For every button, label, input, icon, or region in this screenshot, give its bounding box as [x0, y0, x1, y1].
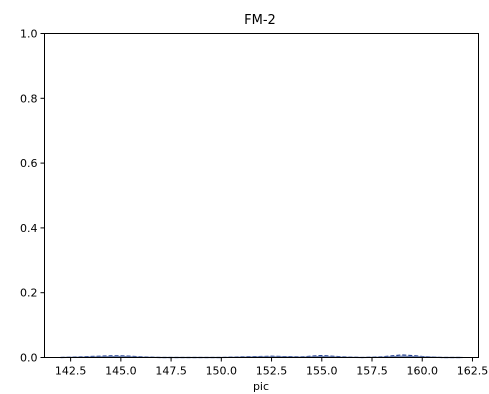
y-tick-label: 0.6 — [20, 157, 38, 170]
series-layer — [60, 354, 463, 359]
plot-area-frame — [44, 33, 479, 358]
x-axis-label: pic — [253, 380, 269, 393]
y-tick-label: 0.8 — [20, 92, 38, 105]
x-tick-label: 157.5 — [356, 365, 388, 378]
x-tick-label: 162.5 — [457, 365, 489, 378]
y-axis: 0.0 0.2 0.4 0.6 0.8 1.0 — [20, 28, 45, 365]
x-tick-label: 147.5 — [155, 365, 187, 378]
x-tick-label: 160.0 — [406, 365, 438, 378]
y-tick-label: 0.2 — [20, 287, 38, 300]
series-line-2 — [60, 355, 463, 359]
chart-title: FM-2 — [244, 13, 276, 28]
y-tick-label: 1.0 — [20, 28, 38, 41]
x-tick-label: 142.5 — [55, 365, 87, 378]
x-axis: 142.5 145.0 147.5 150.0 152.5 155.0 157.5 160.0… — [55, 357, 489, 378]
x-tick-label: 150.0 — [206, 365, 238, 378]
y-tick-label: 0.0 — [20, 352, 38, 365]
x-tick-label: 152.5 — [256, 365, 288, 378]
x-tick-label: 145.0 — [105, 365, 137, 378]
x-tick-label: 155.0 — [306, 365, 338, 378]
y-tick-label: 0.4 — [20, 222, 38, 235]
